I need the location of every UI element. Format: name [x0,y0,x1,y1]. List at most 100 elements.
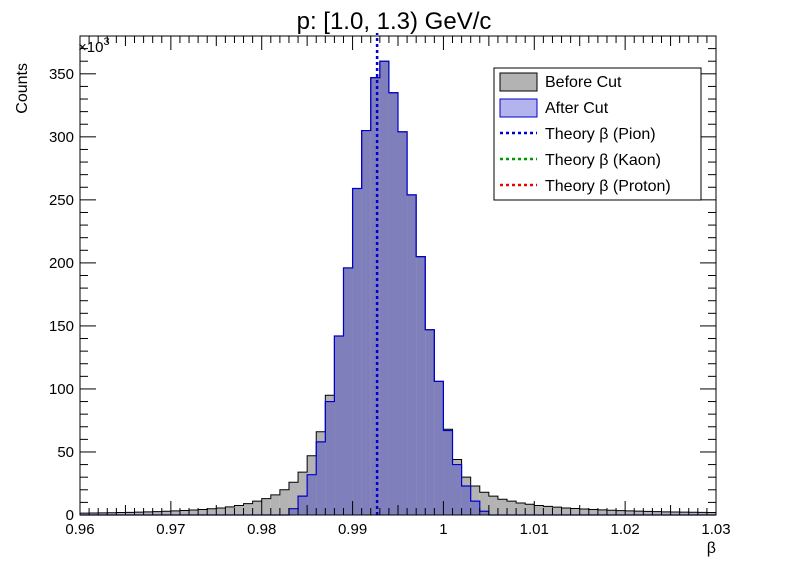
x-tick-label: 0.96 [65,521,94,538]
after-cut-bin [434,381,444,515]
y-multiplier-exponent: 3 [103,36,109,48]
before-cut-bin [570,508,580,515]
before-cut-bin [661,511,671,515]
after-cut-bin [398,131,408,516]
before-cut-bin [161,511,171,515]
x-tick-label: 1.03 [701,521,730,538]
y-multiplier-base: ×10 [78,39,103,56]
before-cut-bin [89,512,99,515]
before-cut-bin [561,507,571,515]
x-tick-label: 0.97 [156,521,185,538]
before-cut-bin [543,506,553,515]
after-cut-bin [361,130,371,515]
before-cut-bin [525,504,535,515]
before-cut-bin [252,501,262,515]
before-cut-bin [606,510,617,515]
after-cut-bin [343,267,353,515]
before-cut-bin [98,512,108,515]
x-tick-label: 0.99 [338,521,367,538]
plot-area [79,33,717,516]
before-cut-bin [134,512,144,515]
before-cut-bin [625,510,635,515]
after-cut-bin [425,329,435,515]
before-cut-bin [488,496,498,515]
before-cut-bin [270,494,280,515]
before-cut-bin [706,512,716,515]
before-cut-bin [170,510,180,515]
legend-entry-3-label: Theory β (Kaon) [545,152,661,169]
after-cut-bin [443,430,453,515]
before-cut-bin [80,513,90,515]
y-tick-label: 50 [57,444,74,461]
y-multiplier-label: ×103 [78,36,110,56]
before-cut-bin [497,499,508,515]
after-cut-bin [334,336,344,515]
before-cut-bin [198,509,208,515]
after-cut-bin [316,441,326,515]
before-cut-bin [143,511,153,515]
legend-entry-2-label: Theory β (Pion) [545,126,656,143]
before-cut-bin [588,509,598,515]
after-cut-bin [307,474,317,515]
before-cut-bin [234,505,244,515]
before-cut-bin [643,511,653,515]
before-cut-bin [579,508,589,515]
before-cut-bin [225,506,235,515]
y-axis-title: Counts [14,63,31,114]
before-cut-bin [670,511,680,515]
y-tick-label: 0 [66,507,74,524]
y-tick-label: 300 [49,129,74,146]
before-cut-bin [652,511,662,515]
legend-entry-0-label: Before Cut [545,74,622,91]
after-cut-bin [470,501,480,515]
after-cut-bin [388,92,398,515]
after-cut-bin [352,188,362,515]
before-cut-bin [179,510,190,515]
y-tick-label: 100 [49,381,74,398]
y-tick-label: 150 [49,318,74,335]
after-cut-bin [298,496,308,515]
before-cut-bin [152,511,162,515]
after-cut-bin [407,194,417,516]
before-cut-bin [116,512,126,515]
before-cut-bin [634,511,644,515]
before-cut-bin [207,508,217,515]
before-cut-bin [107,512,117,515]
after-cut-bin [416,256,426,515]
before-cut-bin [470,486,480,515]
before-cut-bin [189,509,199,515]
y-tick-label: 200 [49,255,74,272]
after-cut-bin [370,77,380,516]
before-cut-bin [288,482,299,515]
before-cut-bin [534,505,544,515]
legend-entry-1-swatch [499,98,538,118]
chart-title: p: [1.0, 1.3) GeV/c [297,8,492,35]
x-tick-label: 1 [439,521,447,538]
legend: Before Cut After Cut Theory β (Pion) Theory… [493,67,702,201]
before-cut-bin [616,510,626,515]
before-cut-bin [279,489,289,515]
x-axis-title: β [707,540,716,557]
x-tick-label: 0.98 [247,521,276,538]
before-cut-bin [216,507,226,515]
before-cut-bin [261,498,271,515]
before-cut-bin [507,501,517,515]
before-cut-bin [697,512,707,515]
x-tick-label: 1.01 [520,521,549,538]
after-cut-bin [479,511,489,515]
before-cut-bin [679,512,689,515]
after-cut-bin [452,464,462,515]
before-cut-bin [298,472,308,515]
before-cut-bin [552,507,562,515]
after-cut-bin [325,401,335,515]
x-tick-label: 1.02 [611,521,640,538]
y-tick-label: 250 [49,192,74,209]
legend-entry-4-label: Theory β (Proton) [545,178,671,195]
after-cut-bin [288,508,299,515]
before-cut-bin [516,503,526,515]
legend-entry-1-label: After Cut [545,100,609,117]
before-cut-bin [125,512,135,515]
after-cut-bin [461,486,471,515]
